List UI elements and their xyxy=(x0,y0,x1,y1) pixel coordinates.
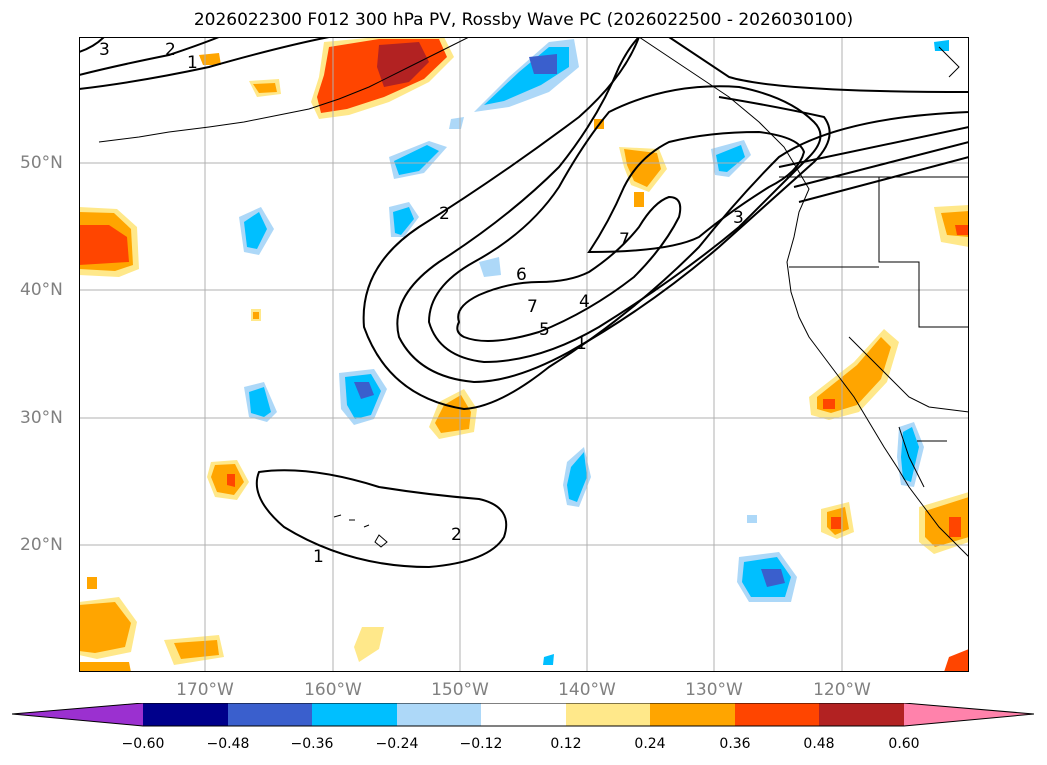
colorbar-segment xyxy=(228,703,312,726)
contour-label: 2 xyxy=(439,204,450,224)
contour-label: 6 xyxy=(516,265,527,285)
contour-label: 7 xyxy=(527,297,538,317)
colorbar-tick-label: −0.12 xyxy=(459,736,503,752)
map-panel: 3 2 1 2 6 7 5 4 1 7 3 1 2 xyxy=(79,37,969,672)
colorbar-tick-label: 0.36 xyxy=(719,736,751,752)
colorbar-segment xyxy=(819,703,904,726)
colorbar-segment xyxy=(397,703,481,726)
lon-label-120w: 120°W xyxy=(813,680,871,700)
colorbar-tick-label: 0.60 xyxy=(888,736,920,752)
contour-label: 3 xyxy=(733,208,744,228)
colorbar xyxy=(12,703,1034,727)
contour-label: 1 xyxy=(187,53,198,73)
lon-label-140w: 140°W xyxy=(558,680,616,700)
colorbar-tick-label: −0.36 xyxy=(290,736,334,752)
contour-labels: 3 2 1 2 6 7 5 4 1 7 3 1 2 xyxy=(99,40,744,567)
contour-rossby-wave xyxy=(362,37,969,411)
colorbar-extend-high xyxy=(904,703,1034,726)
colorbar-tick-label: 0.24 xyxy=(634,736,666,752)
lat-label-30n: 30°N xyxy=(20,408,63,428)
lat-label-50n: 50°N xyxy=(20,153,63,173)
filled-anomaly-layer xyxy=(79,37,969,672)
colorbar-segment xyxy=(735,703,819,726)
contour-label: 7 xyxy=(619,230,630,250)
contour-label: 5 xyxy=(539,320,550,340)
contour-1-outer xyxy=(79,37,330,90)
lon-label-170w: 170°W xyxy=(176,680,234,700)
colorbar-tick-label: 0.12 xyxy=(550,736,582,752)
map-canvas: 3 2 1 2 6 7 5 4 1 7 3 1 2 xyxy=(79,37,969,672)
colorbar-tick-label: −0.24 xyxy=(375,736,419,752)
lon-label-160w: 160°W xyxy=(304,680,362,700)
colorbar-segment xyxy=(650,703,735,726)
colorbar-tick-label: −0.60 xyxy=(121,736,165,752)
colorbar-tick-label: 0.48 xyxy=(803,736,835,752)
graticule xyxy=(79,37,969,672)
lon-label-130w: 130°W xyxy=(685,680,743,700)
contour-label: 1 xyxy=(313,547,324,567)
colorbar-segment xyxy=(312,703,397,726)
map-title: 2026022300 F012 300 hPa PV, Rossby Wave … xyxy=(193,10,854,30)
contour-label: 2 xyxy=(451,525,462,545)
lat-label-40n: 40°N xyxy=(20,280,63,300)
colorbar-outline xyxy=(12,703,1034,727)
colorbar-extend-low xyxy=(12,703,143,726)
contour-label: 1 xyxy=(576,334,587,354)
contour-label: 3 xyxy=(99,40,110,60)
contour-label: 4 xyxy=(579,292,590,312)
contour-label: 2 xyxy=(165,40,176,60)
colorbar-segment xyxy=(143,703,228,726)
pv-contours xyxy=(79,37,969,569)
coastlines xyxy=(98,37,969,558)
colorbar-segment xyxy=(566,703,650,726)
colorbar-tick-label: −0.48 xyxy=(206,736,250,752)
lon-label-150w: 150°W xyxy=(431,680,489,700)
colorbar-segment xyxy=(481,703,566,726)
map-frame xyxy=(79,37,969,672)
lat-label-20n: 20°N xyxy=(20,535,63,555)
